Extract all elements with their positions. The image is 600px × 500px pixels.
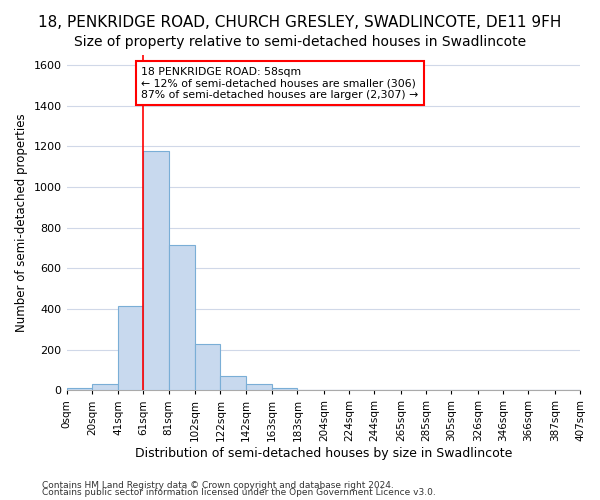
- X-axis label: Distribution of semi-detached houses by size in Swadlincote: Distribution of semi-detached houses by …: [134, 447, 512, 460]
- Text: Contains public sector information licensed under the Open Government Licence v3: Contains public sector information licen…: [42, 488, 436, 497]
- Y-axis label: Number of semi-detached properties: Number of semi-detached properties: [15, 114, 28, 332]
- Bar: [272, 388, 298, 390]
- Bar: [195, 344, 220, 390]
- Bar: [92, 384, 118, 390]
- Bar: [67, 388, 92, 390]
- Bar: [220, 376, 245, 390]
- Bar: [169, 245, 195, 390]
- Text: Size of property relative to semi-detached houses in Swadlincote: Size of property relative to semi-detach…: [74, 35, 526, 49]
- Bar: [143, 150, 169, 390]
- Text: 18 PENKRIDGE ROAD: 58sqm
← 12% of semi-detached houses are smaller (306)
87% of : 18 PENKRIDGE ROAD: 58sqm ← 12% of semi-d…: [141, 67, 418, 100]
- Bar: [245, 384, 272, 390]
- Text: Contains HM Land Registry data © Crown copyright and database right 2024.: Contains HM Land Registry data © Crown c…: [42, 480, 394, 490]
- Text: 18, PENKRIDGE ROAD, CHURCH GRESLEY, SWADLINCOTE, DE11 9FH: 18, PENKRIDGE ROAD, CHURCH GRESLEY, SWAD…: [38, 15, 562, 30]
- Bar: [118, 306, 143, 390]
